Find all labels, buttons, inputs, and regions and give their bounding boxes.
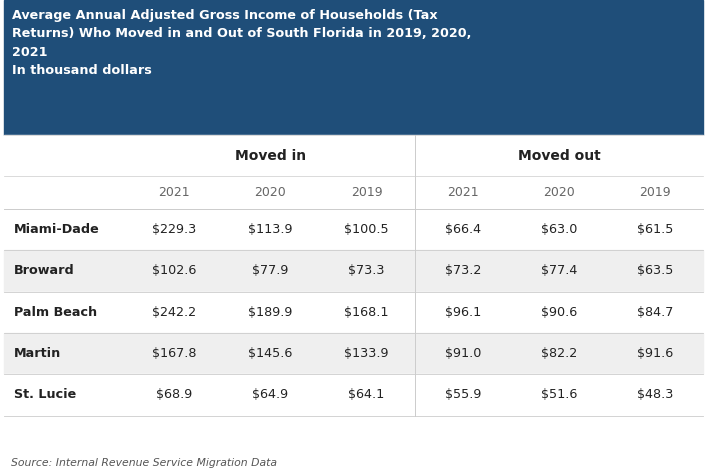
Bar (4, 176, 703, 209)
Text: 2021: 2021 (158, 186, 190, 199)
Text: $84.7: $84.7 (637, 306, 674, 319)
Text: $77.9: $77.9 (252, 265, 288, 277)
Text: $168.1: $168.1 (344, 306, 389, 319)
Text: $82.2: $82.2 (541, 347, 577, 360)
Text: $63.0: $63.0 (541, 223, 578, 236)
Text: $55.9: $55.9 (445, 389, 481, 401)
Text: $91.6: $91.6 (637, 347, 674, 360)
Text: $51.6: $51.6 (541, 389, 578, 401)
Text: St. Lucie: St. Lucie (14, 389, 76, 401)
Text: $68.9: $68.9 (156, 389, 192, 401)
Bar (4, 209, 703, 250)
Text: $64.9: $64.9 (252, 389, 288, 401)
Text: $66.4: $66.4 (445, 223, 481, 236)
Text: Miami-Dade: Miami-Dade (14, 223, 100, 236)
Text: Moved out: Moved out (518, 149, 600, 162)
Text: $229.3: $229.3 (152, 223, 197, 236)
Text: 2021: 2021 (447, 186, 479, 199)
Text: $73.2: $73.2 (445, 265, 481, 277)
Text: $100.5: $100.5 (344, 223, 389, 236)
Text: 2019: 2019 (640, 186, 671, 199)
Text: $48.3: $48.3 (637, 389, 674, 401)
Text: $189.9: $189.9 (248, 306, 293, 319)
Text: Source: Internal Revenue Service Migration Data: Source: Internal Revenue Service Migrati… (11, 458, 276, 468)
Text: $61.5: $61.5 (637, 223, 674, 236)
Bar (4, 0, 703, 135)
Text: $242.2: $242.2 (152, 306, 197, 319)
Text: Moved in: Moved in (235, 149, 306, 162)
Text: $64.1: $64.1 (349, 389, 385, 401)
Text: $133.9: $133.9 (344, 347, 389, 360)
Text: $73.3: $73.3 (349, 265, 385, 277)
Text: $91.0: $91.0 (445, 347, 481, 360)
Bar (4, 250, 703, 292)
Text: $102.6: $102.6 (152, 265, 197, 277)
Text: $96.1: $96.1 (445, 306, 481, 319)
Text: $90.6: $90.6 (541, 306, 577, 319)
Text: Martin: Martin (14, 347, 62, 360)
Text: Broward: Broward (14, 265, 75, 277)
Text: $167.8: $167.8 (152, 347, 197, 360)
Text: 2019: 2019 (351, 186, 382, 199)
Bar (4, 374, 703, 416)
Bar (4, 135, 703, 176)
Text: $113.9: $113.9 (248, 223, 293, 236)
Text: 2020: 2020 (255, 186, 286, 199)
Text: $63.5: $63.5 (637, 265, 674, 277)
Text: Average Annual Adjusted Gross Income of Households (Tax
Returns) Who Moved in an: Average Annual Adjusted Gross Income of … (12, 9, 472, 77)
Bar (4, 292, 703, 333)
Text: $77.4: $77.4 (541, 265, 578, 277)
Bar (4, 333, 703, 374)
Text: $145.6: $145.6 (248, 347, 293, 360)
Text: 2020: 2020 (543, 186, 575, 199)
Text: Palm Beach: Palm Beach (14, 306, 98, 319)
